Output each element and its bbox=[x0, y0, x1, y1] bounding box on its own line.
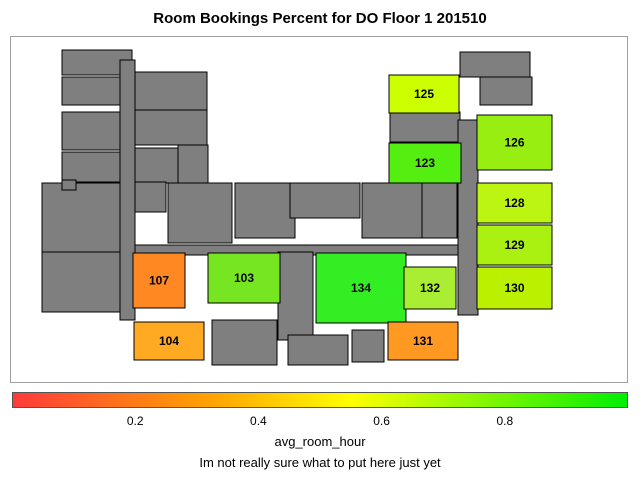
wall-block bbox=[277, 251, 314, 341]
room-132 bbox=[403, 266, 457, 310]
wall-block bbox=[289, 182, 361, 219]
room-134 bbox=[315, 252, 407, 324]
wall-block bbox=[287, 334, 349, 366]
legend-tick-label: 0.4 bbox=[250, 414, 267, 428]
wall-block bbox=[479, 76, 533, 106]
room-label: 134 bbox=[351, 281, 371, 295]
legend-axis-label: avg_room_hour bbox=[274, 434, 366, 449]
chart-title: Room Bookings Percent for DO Floor 1 201… bbox=[153, 10, 487, 27]
room-130 bbox=[476, 266, 553, 310]
room-126 bbox=[476, 114, 553, 171]
room-104 bbox=[133, 321, 205, 361]
room-label: 104 bbox=[159, 334, 179, 348]
room-129 bbox=[476, 224, 553, 266]
floor-plan: 125 126 123 128 129 130 107 103 134 132 104 131 bbox=[41, 49, 553, 366]
room-123 bbox=[388, 142, 462, 184]
room-label: 107 bbox=[149, 274, 169, 288]
room-107 bbox=[132, 252, 186, 309]
wall-block bbox=[389, 111, 461, 143]
wall-block bbox=[134, 147, 181, 184]
wall-block bbox=[361, 182, 423, 239]
legend-tick-label: 0.8 bbox=[496, 414, 514, 428]
wall-block bbox=[119, 59, 136, 321]
color-legend-bar bbox=[12, 392, 628, 408]
wall-block bbox=[234, 182, 296, 239]
room-label: 132 bbox=[420, 281, 440, 295]
wall-block bbox=[41, 182, 125, 254]
legend-tick-label: 0.2 bbox=[126, 414, 144, 428]
wall-block bbox=[134, 109, 208, 146]
wall-block bbox=[61, 76, 123, 106]
room-label: 125 bbox=[414, 87, 434, 101]
room-103 bbox=[207, 252, 281, 304]
room-label: 130 bbox=[504, 281, 524, 295]
wall-block bbox=[41, 251, 123, 313]
wall-block bbox=[61, 111, 121, 151]
room-131 bbox=[387, 321, 459, 361]
room-label: 123 bbox=[415, 156, 435, 170]
wall-block bbox=[459, 51, 531, 78]
wall-block bbox=[61, 151, 123, 183]
room-label: 131 bbox=[413, 334, 433, 348]
wall-block bbox=[351, 329, 385, 363]
wall-block bbox=[421, 182, 458, 239]
room-128 bbox=[476, 182, 553, 224]
chart-footnote: Im not really sure what to put here just… bbox=[199, 455, 441, 470]
wall-block bbox=[211, 319, 278, 366]
wall-block bbox=[167, 182, 233, 244]
room-label: 129 bbox=[504, 238, 524, 252]
room-125 bbox=[388, 74, 460, 114]
room-label: 103 bbox=[234, 271, 254, 285]
legend-tick-label: 0.6 bbox=[373, 414, 390, 428]
wall-block bbox=[61, 179, 77, 191]
room-label: 126 bbox=[504, 136, 524, 150]
wall-block bbox=[129, 181, 167, 213]
wall-block bbox=[134, 71, 208, 113]
floor-plan-frame: 125 126 123 128 129 130 107 103 134 132 104 131 bbox=[10, 36, 628, 383]
wall-block bbox=[177, 144, 209, 186]
building-walls bbox=[41, 49, 533, 366]
room-layer: 125 126 123 128 129 130 107 103 134 132 104 131 bbox=[132, 74, 553, 361]
room-label: 128 bbox=[504, 196, 524, 210]
